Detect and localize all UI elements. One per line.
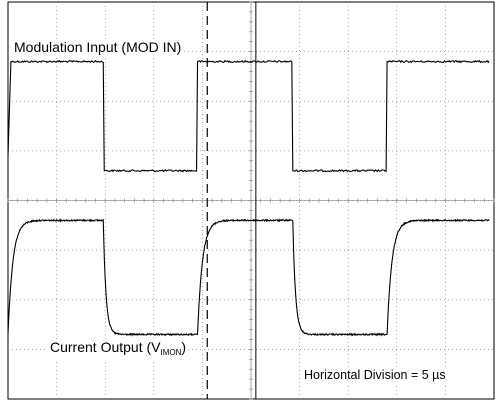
current-output-label-tail: ) xyxy=(181,339,187,355)
trace-current-output xyxy=(7,218,490,337)
graticule xyxy=(7,1,495,400)
current-output-label-sub: IMON xyxy=(160,348,182,357)
mod-in-label: Modulation Input (MOD IN) xyxy=(12,39,184,55)
traces xyxy=(7,59,490,337)
horizontal-division-annotation: Horizontal Division = 5 µs xyxy=(303,367,447,383)
current-output-label-main: Current Output (V xyxy=(50,339,161,355)
trace-mod-in xyxy=(7,59,490,173)
current-output-label: Current Output (VIMON) xyxy=(48,339,189,361)
cursor-lines xyxy=(206,2,257,399)
